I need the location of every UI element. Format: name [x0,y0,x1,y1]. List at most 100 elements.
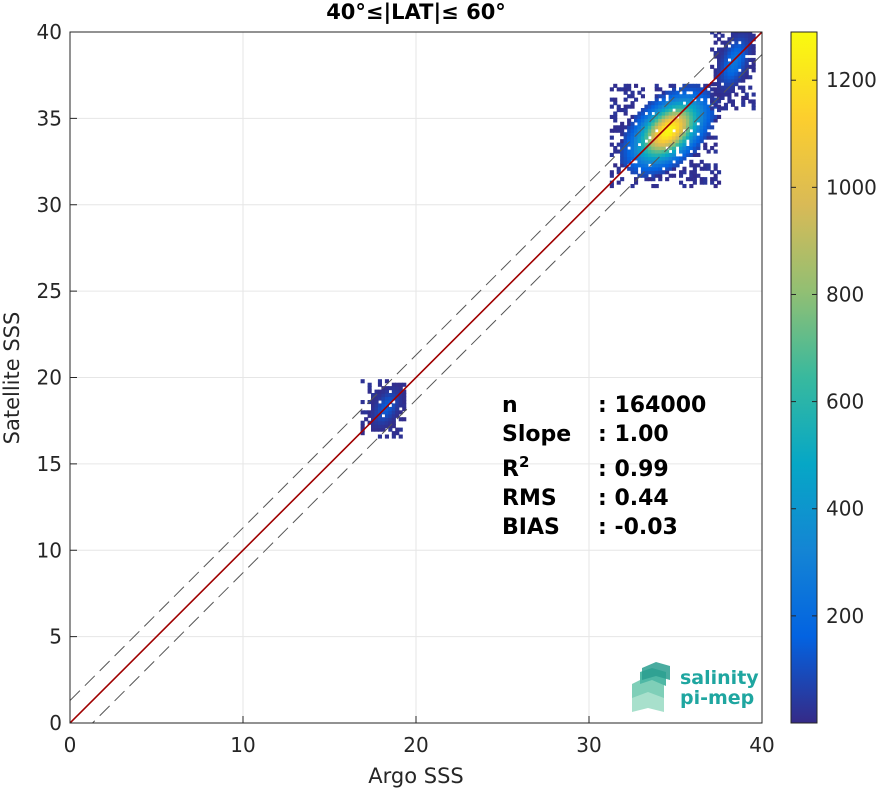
density-cell [647,101,652,106]
density-cell [744,57,749,62]
density-cell [744,71,749,76]
density-cell [665,159,670,164]
density-cell [706,121,711,126]
density-cell [672,146,677,151]
density-cell [717,75,722,80]
density-cell [623,142,628,147]
density-cell [384,420,389,425]
x-tick-label: 10 [230,733,255,757]
density-cell [668,135,673,140]
density-cell [661,142,666,147]
density-cell [651,152,656,157]
wave-logo-icon [632,662,670,712]
density-cell [706,135,711,140]
density-cell [654,149,659,154]
density-cell [720,40,725,45]
density-cell [730,85,735,90]
density-cell [613,97,618,102]
density-cell [699,132,704,137]
density-cell [685,149,690,154]
density-cell [696,83,701,88]
density-cell [661,118,666,123]
density-cell [703,146,708,151]
density-cell [367,413,372,418]
density-cell [737,37,742,42]
density-cell [668,114,673,119]
density-cell [679,135,684,140]
density-cell [675,163,680,168]
density-cell [679,125,684,130]
density-cell [685,125,690,130]
density-cell [640,111,645,116]
density-cell [675,121,680,126]
density-cell [692,149,697,154]
density-cell [748,47,753,52]
density-cell [665,90,670,95]
density-cell [391,431,396,436]
density-cell [658,173,663,178]
density-cell [623,156,628,161]
density-cell [388,420,393,425]
density-cell [644,177,649,182]
density-cell [381,403,386,408]
density-cell [668,94,673,99]
density-cell [710,95,715,100]
density-cell [727,64,732,69]
density-cell [360,410,365,415]
density-cell [727,95,732,100]
density-cell [734,106,739,111]
density-cell [640,146,645,151]
density-cell [751,99,756,104]
density-cell [696,163,701,168]
density-cell [685,132,690,137]
density-cell [623,139,628,144]
density-cell [699,104,704,109]
density-cell [651,142,656,147]
density-cell [699,118,704,123]
density-cell [384,379,389,384]
density-cell [609,184,614,189]
density-cell [685,111,690,116]
dashed-bound-line [70,32,741,701]
density-cell [384,434,389,439]
density-cell [634,163,639,168]
density-cell [717,57,722,62]
density-cell [637,159,642,164]
density-cell [685,128,690,133]
density-cell [391,417,396,422]
density-cell [377,389,382,394]
density-cell [637,111,642,116]
density-cell [744,75,749,80]
density-cell [384,393,389,398]
density-cell [395,396,400,401]
density-cell [675,132,680,137]
density-cell [748,85,753,90]
density-cell [640,166,645,171]
density-cell [734,82,739,87]
density-cell [692,108,697,113]
density-cell [713,33,718,38]
density-cell [658,128,663,133]
density-cell [720,78,725,83]
density-cell [384,410,389,415]
density-cell [640,170,645,175]
density-cell [623,135,628,140]
density-cell [672,142,677,147]
density-cell [710,146,715,151]
density-cell [654,139,659,144]
density-cell [374,406,379,411]
density-cell [710,99,715,104]
density-cell [630,132,635,137]
stat-label: RMS [502,486,557,511]
density-cell [706,118,711,123]
density-cell [741,102,746,107]
density-cell [675,139,680,144]
density-cell [723,82,728,87]
density-cell [720,33,725,38]
density-cell [696,146,701,151]
density-cell [627,87,632,92]
density-cell [689,97,694,102]
density-cell [692,139,697,144]
density-cell [675,118,680,123]
density-cell [654,97,659,102]
